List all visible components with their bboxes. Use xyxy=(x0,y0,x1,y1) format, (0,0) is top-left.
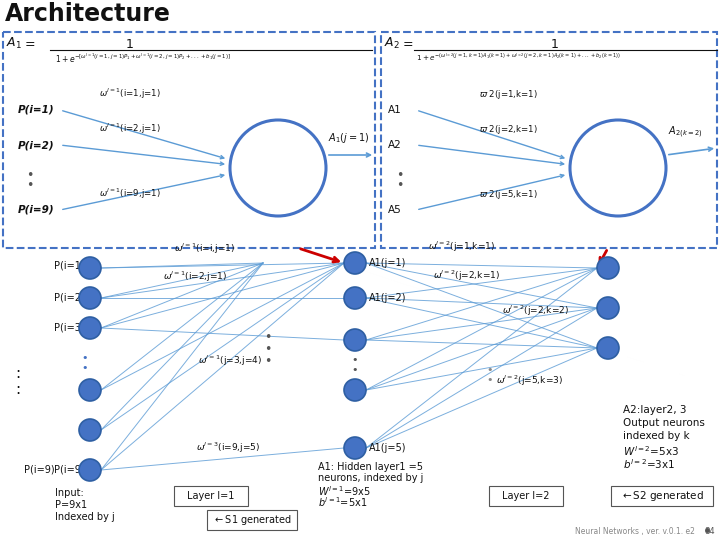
Text: $\leftarrow$S1 generated: $\leftarrow$S1 generated xyxy=(212,513,292,527)
Circle shape xyxy=(79,317,101,339)
Text: •: • xyxy=(352,365,359,375)
Text: P(i=2): P(i=2) xyxy=(54,293,85,303)
Text: 1: 1 xyxy=(551,38,559,51)
Circle shape xyxy=(79,419,101,441)
Text: $=$: $=$ xyxy=(22,36,36,49)
Circle shape xyxy=(344,437,366,459)
Text: $A_1$: $A_1$ xyxy=(6,36,22,51)
Text: Layer l=2: Layer l=2 xyxy=(503,491,550,501)
Text: Indexed by j: Indexed by j xyxy=(55,512,114,522)
Text: Input:: Input: xyxy=(55,488,84,498)
Text: $\omega^{l=1}$(i=i,j=1): $\omega^{l=1}$(i=i,j=1) xyxy=(174,241,235,256)
FancyBboxPatch shape xyxy=(611,486,713,506)
FancyBboxPatch shape xyxy=(381,32,717,248)
Text: $\omega^{l=1}$(i=2,j=1): $\omega^{l=1}$(i=2,j=1) xyxy=(163,269,228,284)
Text: •: • xyxy=(82,363,89,373)
Circle shape xyxy=(344,379,366,401)
Text: P(i=2): P(i=2) xyxy=(18,140,55,150)
Text: A1(j=1): A1(j=1) xyxy=(369,258,406,268)
Text: •: • xyxy=(27,168,34,181)
FancyBboxPatch shape xyxy=(489,486,563,506)
Text: Neural Networks , ver. v.0.1. e2: Neural Networks , ver. v.0.1. e2 xyxy=(575,527,695,536)
Text: neurons, indexed by j: neurons, indexed by j xyxy=(318,473,423,483)
Text: •: • xyxy=(396,168,404,181)
Text: $W^{l=2}$=5x3: $W^{l=2}$=5x3 xyxy=(623,444,679,458)
Text: P(i=9): P(i=9) xyxy=(24,465,55,475)
Text: $=$: $=$ xyxy=(400,36,414,49)
Text: $W^{l=1}$=9x5: $W^{l=1}$=9x5 xyxy=(318,484,371,498)
Circle shape xyxy=(79,459,101,481)
Circle shape xyxy=(597,297,619,319)
Text: •: • xyxy=(396,179,404,192)
Text: Output neurons: Output neurons xyxy=(623,418,705,428)
Text: 1: 1 xyxy=(126,38,134,51)
Text: A2: A2 xyxy=(388,140,402,150)
Text: $\omega^{l=2}$(j=1,k=1): $\omega^{l=2}$(j=1,k=1) xyxy=(428,240,495,254)
Text: P(i=3): P(i=3) xyxy=(55,323,85,333)
Text: $\varpi$ 2(j=2,k=1): $\varpi$ 2(j=2,k=1) xyxy=(479,123,537,136)
Circle shape xyxy=(79,287,101,309)
Text: $\omega^{l=2}$(j=2,k=1): $\omega^{l=2}$(j=2,k=1) xyxy=(433,268,500,283)
Text: Neuron k=1: Neuron k=1 xyxy=(583,156,653,166)
Text: •: • xyxy=(27,179,34,192)
Circle shape xyxy=(597,257,619,279)
Text: $A_2$: $A_2$ xyxy=(384,36,400,51)
Text: Neuron j=1: Neuron j=1 xyxy=(245,156,311,166)
Text: Bias=b 2(k=1): Bias=b 2(k=1) xyxy=(576,171,660,181)
Text: $A_{2(k=2)}$: $A_{2(k=2)}$ xyxy=(668,125,703,140)
Text: $b^{l=2}$=3x1: $b^{l=2}$=3x1 xyxy=(623,457,675,471)
Text: Bias=b1(j=1): Bias=b1(j=1) xyxy=(239,171,317,181)
Circle shape xyxy=(344,329,366,351)
Text: A2:layer2, 3: A2:layer2, 3 xyxy=(623,405,686,415)
Text: A5: A5 xyxy=(388,205,402,215)
Text: $1+e^{-(\omega^{l=2}(j=1,k=1)A_1(k=1)+\omega^{l=2}(j=2,k=1)A_2(k=1)+...+b_2(k=1): $1+e^{-(\omega^{l=2}(j=1,k=1)A_1(k=1)+\o… xyxy=(416,52,621,64)
Text: Layer l=1: Layer l=1 xyxy=(187,491,235,501)
Text: $\omega^{l=3}$(i=9,j=5): $\omega^{l=3}$(i=9,j=5) xyxy=(196,441,260,455)
FancyBboxPatch shape xyxy=(3,32,375,248)
Text: Architecture: Architecture xyxy=(5,2,171,26)
Circle shape xyxy=(79,257,101,279)
Text: $\leftarrow$S2 generated: $\leftarrow$S2 generated xyxy=(620,489,704,503)
Text: $\varpi$ 2(j=1,k=1): $\varpi$ 2(j=1,k=1) xyxy=(479,88,537,101)
Circle shape xyxy=(230,120,326,216)
Text: A1: A1 xyxy=(388,105,402,115)
Text: •: • xyxy=(82,353,89,363)
Text: •: • xyxy=(487,365,493,375)
Text: P(i=9): P(i=9) xyxy=(55,465,85,475)
Text: $\omega^{l=1}$(i=1,j=1): $\omega^{l=1}$(i=1,j=1) xyxy=(99,86,161,101)
Text: P(i=9): P(i=9) xyxy=(18,205,55,215)
Text: A1(j=5): A1(j=5) xyxy=(369,443,407,453)
Text: 84: 84 xyxy=(704,527,715,536)
Text: $\omega^{l=1}$(i=9,j=1): $\omega^{l=1}$(i=9,j=1) xyxy=(99,187,161,201)
Text: $1+e^{-[\omega^{l=1}(i=1,j=1)P_1+\omega^{l=1}(i=2,j=1)P_2+...+b_1(j=1)]}$: $1+e^{-[\omega^{l=1}(i=1,j=1)P_1+\omega^… xyxy=(55,52,231,65)
Text: P(i=1): P(i=1) xyxy=(18,105,55,115)
Text: A1: Hidden layer1 =5: A1: Hidden layer1 =5 xyxy=(318,462,423,472)
Text: $\omega^{l=1}$(i=2,j=1): $\omega^{l=1}$(i=2,j=1) xyxy=(99,122,161,136)
Text: $b^{l=1}$=5x1: $b^{l=1}$=5x1 xyxy=(318,495,367,509)
Circle shape xyxy=(344,252,366,274)
Text: :: : xyxy=(15,366,21,381)
Text: P=9x1: P=9x1 xyxy=(55,500,87,510)
FancyBboxPatch shape xyxy=(207,510,297,530)
Circle shape xyxy=(344,287,366,309)
Circle shape xyxy=(79,379,101,401)
Text: •: • xyxy=(487,375,493,385)
FancyBboxPatch shape xyxy=(174,486,248,506)
Text: $\omega^{l=2}$(j=5,k=3): $\omega^{l=2}$(j=5,k=3) xyxy=(497,374,564,388)
Text: $\varpi$ 2(j=5,k=1): $\varpi$ 2(j=5,k=1) xyxy=(479,188,537,201)
Text: •: • xyxy=(264,332,271,345)
Text: $A_1(j=1)$: $A_1(j=1)$ xyxy=(328,131,369,145)
Text: $\omega^{l=1}$(j=3,j=4): $\omega^{l=1}$(j=3,j=4) xyxy=(198,354,262,368)
Text: •: • xyxy=(264,343,271,356)
Text: indexed by k: indexed by k xyxy=(623,431,690,441)
Text: •: • xyxy=(264,355,271,368)
Circle shape xyxy=(570,120,666,216)
Text: :: : xyxy=(15,382,21,397)
Text: •: • xyxy=(352,355,359,365)
Text: P(i=1): P(i=1) xyxy=(55,260,85,270)
Circle shape xyxy=(597,337,619,359)
Text: $\omega^{l=2}$(j=2,k=2): $\omega^{l=2}$(j=2,k=2) xyxy=(503,303,570,318)
Text: A1(j=2): A1(j=2) xyxy=(369,293,407,303)
